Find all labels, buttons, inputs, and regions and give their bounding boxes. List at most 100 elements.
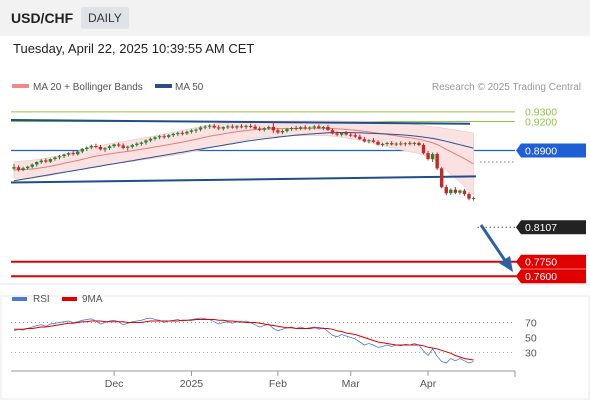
- candle-body: [303, 127, 307, 129]
- time-tick-label: 2025: [180, 378, 204, 390]
- candle: [444, 184, 448, 196]
- price-tag-box: [516, 269, 586, 284]
- symbol-label: USD/CHF: [11, 10, 74, 26]
- candle-body: [312, 126, 316, 128]
- price-tag-0.7600: 0.7600: [516, 269, 586, 284]
- timestamp: Tuesday, April 22, 2025 10:39:55 AM CET: [13, 41, 255, 56]
- candle: [226, 124, 230, 130]
- candle: [71, 150, 75, 156]
- candle: [435, 152, 439, 171]
- candle: [171, 132, 175, 137]
- candle-body: [144, 140, 148, 143]
- arrow-head: [499, 256, 513, 272]
- candle: [153, 136, 157, 141]
- candle-body: [289, 127, 294, 130]
- candle: [121, 143, 125, 150]
- candle: [380, 142, 385, 147]
- candle-body: [221, 127, 225, 129]
- candle: [126, 145, 130, 151]
- candle: [376, 140, 380, 146]
- candle: [185, 130, 189, 135]
- candle: [303, 125, 307, 130]
- candle: [353, 133, 357, 138]
- candle-body: [226, 126, 230, 128]
- candle-body: [203, 126, 207, 128]
- candle: [85, 146, 89, 151]
- candle-body: [66, 153, 71, 155]
- candle-body: [421, 144, 426, 154]
- candle-body: [258, 128, 262, 130]
- candle-body: [435, 153, 439, 169]
- candle-body: [408, 143, 412, 145]
- price-tag-label: 0.7750: [525, 257, 557, 269]
- candle-body: [212, 125, 216, 128]
- candle: [417, 141, 421, 147]
- candle: [267, 125, 271, 131]
- candle-body: [362, 139, 367, 142]
- rsi-panel: 70 50 30: [11, 318, 537, 364]
- candle-body: [39, 160, 43, 163]
- price-tag-box: [516, 220, 586, 235]
- candle-body: [57, 156, 62, 158]
- candle-body: [412, 142, 417, 144]
- candle-body: [371, 140, 376, 142]
- candle-body: [471, 197, 476, 199]
- candle-body: [330, 130, 335, 134]
- ma50-line: [13, 132, 474, 182]
- candle: [408, 141, 412, 146]
- candle: [62, 153, 66, 159]
- candle-body: [403, 143, 407, 145]
- candle: [103, 147, 107, 152]
- candle-body: [262, 128, 266, 130]
- candle-body: [80, 148, 84, 152]
- price-tag-label: 0.9300: [525, 107, 557, 119]
- candle: [25, 165, 30, 170]
- candle: [467, 192, 471, 201]
- candle: [253, 124, 257, 130]
- upper-trendline: [10, 119, 471, 125]
- ma20-legend-swatch: [12, 84, 29, 88]
- candle-body: [358, 136, 362, 140]
- candle: [180, 130, 185, 136]
- candle: [162, 134, 166, 139]
- candle-body: [189, 130, 194, 132]
- candle: [371, 138, 376, 143]
- timeframe-button[interactable]: DAILY: [81, 7, 129, 29]
- candle-body: [121, 145, 125, 148]
- candle: [30, 163, 34, 169]
- candle: [421, 143, 426, 155]
- candle-body: [171, 133, 175, 136]
- candle: [98, 144, 103, 151]
- trendlines: [10, 119, 477, 184]
- bollinger-bands: [13, 120, 474, 196]
- candle-body: [98, 146, 103, 150]
- candle-body: [426, 153, 430, 160]
- candle: [39, 159, 43, 164]
- price-tag-label: 0.8107: [525, 222, 557, 234]
- candle-body: [389, 143, 394, 145]
- candle: [317, 124, 321, 130]
- rsi-tick-label: 30: [525, 348, 537, 360]
- candle-body: [449, 189, 453, 194]
- candle-body: [162, 136, 166, 138]
- candle-body: [253, 126, 257, 129]
- candle-body: [153, 137, 157, 139]
- candle: [308, 126, 312, 131]
- candle-body: [139, 142, 144, 144]
- candle: [44, 158, 48, 164]
- candle: [94, 143, 98, 149]
- candle: [289, 126, 294, 132]
- candle: [412, 141, 417, 146]
- candle-body: [244, 125, 248, 128]
- time-tick-label: Mar: [342, 378, 361, 390]
- candle-body: [267, 127, 271, 129]
- candle-body: [321, 127, 326, 129]
- candle-body: [112, 144, 116, 147]
- candle: [235, 125, 239, 130]
- candle-body: [185, 131, 189, 134]
- candle: [339, 131, 344, 137]
- ma20-legend-label: MA 20 + Bollinger Bands: [33, 82, 143, 93]
- candle: [344, 130, 348, 136]
